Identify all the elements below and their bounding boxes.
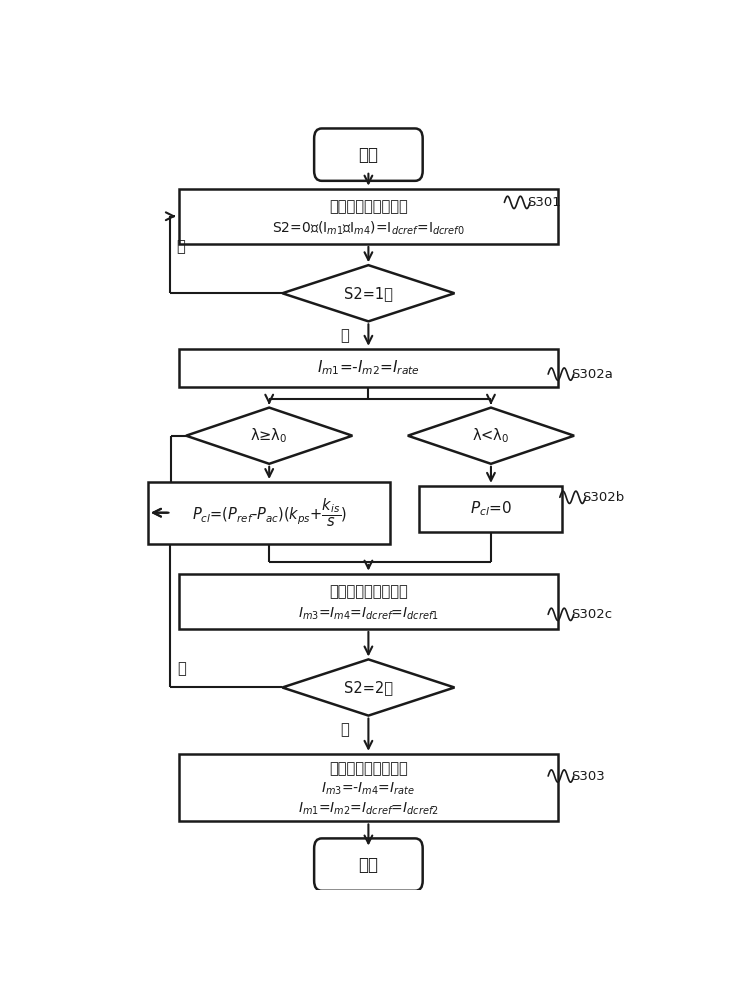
Bar <box>148 482 390 544</box>
Text: S2=1？: S2=1？ <box>344 286 393 301</box>
Text: 否: 否 <box>177 661 186 676</box>
Text: 是: 是 <box>340 328 349 343</box>
Polygon shape <box>282 265 455 321</box>
Bar <box>178 754 558 821</box>
Text: $I_{m1}$=$I_{m2}$=$I_{dcref}$=$I_{dcref2}$: $I_{m1}$=$I_{m2}$=$I_{dcref}$=$I_{dcref2… <box>298 801 439 817</box>
Polygon shape <box>408 408 574 464</box>
Text: S303: S303 <box>571 770 605 783</box>
Bar <box>419 486 562 532</box>
Text: $P_{cl}$=($P_{ref}$-$P_{ac}$)($k_{ps}$+$\dfrac{k_{is}}{s}$): $P_{cl}$=($P_{ref}$-$P_{ac}$)($k_{ps}$+$… <box>191 497 347 529</box>
Text: 恒交流功率运行模式: 恒交流功率运行模式 <box>329 584 408 599</box>
Text: 是: 是 <box>340 722 349 737</box>
Text: S301: S301 <box>527 196 561 209</box>
Bar <box>178 574 558 629</box>
Text: S302b: S302b <box>583 491 625 504</box>
Bar <box>178 349 558 387</box>
Text: $I_{m3}$=-$I_{m4}$=$I_{rate}$: $I_{m3}$=-$I_{m4}$=$I_{rate}$ <box>322 781 416 797</box>
Text: $P_{cl}$=0: $P_{cl}$=0 <box>470 499 512 518</box>
Text: S302c: S302c <box>571 608 612 621</box>
Polygon shape <box>282 659 455 716</box>
Text: 恒电池电流运行模式: 恒电池电流运行模式 <box>329 199 408 214</box>
Text: 开始: 开始 <box>358 146 379 164</box>
Text: λ≥λ$_0$: λ≥λ$_0$ <box>251 426 288 445</box>
Text: λ<λ$_0$: λ<λ$_0$ <box>472 426 510 445</box>
Bar <box>178 189 558 244</box>
Text: $I_{m1}$=-$I_{m2}$=$I_{rate}$: $I_{m1}$=-$I_{m2}$=$I_{rate}$ <box>317 359 420 377</box>
Text: S2=0；(I$_{m1}$～I$_{m4}$)=I$_{dcref}$=I$_{dcref0}$: S2=0；(I$_{m1}$～I$_{m4}$)=I$_{dcref}$=I$_… <box>272 220 465 237</box>
Text: $I_{m3}$=$I_{m4}$=$I_{dcref}$=$I_{dcref1}$: $I_{m3}$=$I_{m4}$=$I_{dcref}$=$I_{dcref1… <box>298 605 439 622</box>
FancyBboxPatch shape <box>314 838 422 891</box>
Polygon shape <box>186 408 352 464</box>
Text: 恒电池电压运行模式: 恒电池电压运行模式 <box>329 761 408 776</box>
FancyBboxPatch shape <box>314 128 422 181</box>
Text: 结束: 结束 <box>358 856 379 874</box>
Text: 否: 否 <box>175 240 184 255</box>
Text: S2=2？: S2=2？ <box>344 680 393 695</box>
Text: S302a: S302a <box>571 368 613 381</box>
